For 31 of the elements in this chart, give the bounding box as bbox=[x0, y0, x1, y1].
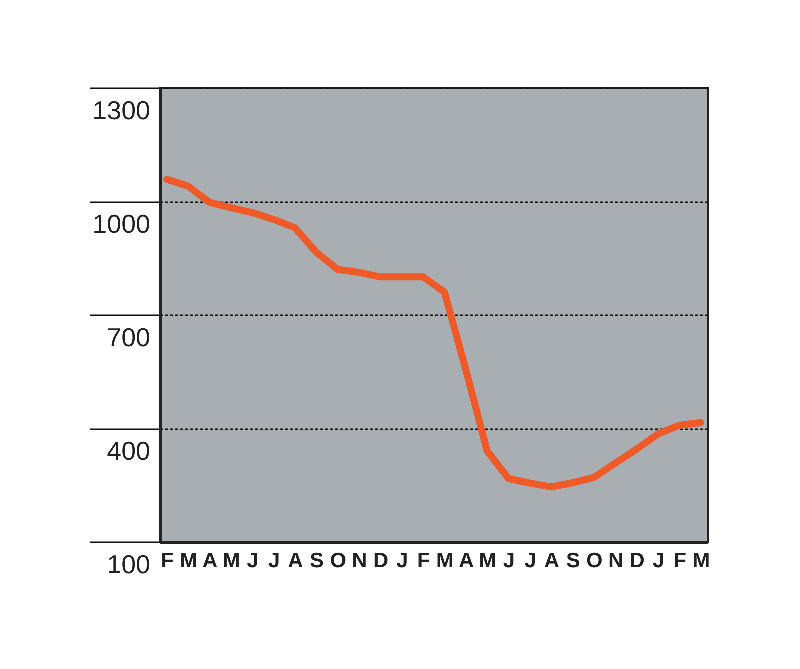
x-tick-label: M bbox=[692, 550, 710, 572]
x-tick-label: D bbox=[630, 550, 645, 572]
x-tick-label: F bbox=[161, 550, 174, 572]
x-tick-label: F bbox=[417, 550, 430, 572]
x-tick-label: S bbox=[566, 550, 580, 572]
x-tick-label: J bbox=[247, 550, 259, 572]
x-tick-label: J bbox=[503, 550, 516, 572]
x-tick-label: D bbox=[374, 550, 389, 572]
x-tick-label: J bbox=[396, 550, 408, 572]
x-tick-label: M bbox=[479, 550, 497, 572]
x-tick-label: M bbox=[436, 550, 454, 572]
x-tick-label: A bbox=[202, 550, 218, 572]
x-tick-label: F bbox=[674, 550, 687, 572]
x-tick-label: M bbox=[180, 550, 198, 572]
x-tick-label: A bbox=[458, 550, 474, 572]
y-tick-label: 1300 bbox=[92, 96, 150, 126]
x-tick-label: J bbox=[652, 550, 665, 572]
x-tick-label: S bbox=[310, 550, 324, 572]
x-tick-label: J bbox=[524, 550, 536, 572]
y-tick-label: 700 bbox=[107, 322, 150, 352]
x-tick-label: N bbox=[352, 550, 368, 572]
x-tick-label: O bbox=[330, 550, 347, 572]
x-tick-label: J bbox=[268, 550, 280, 572]
y-tick-label: 100 bbox=[107, 550, 150, 580]
x-tick-label: A bbox=[288, 550, 304, 572]
x-tick-label: N bbox=[608, 550, 624, 572]
x-tick-label: A bbox=[544, 550, 560, 572]
x-tick-label: M bbox=[222, 550, 240, 572]
y-tick-label: 1000 bbox=[92, 209, 150, 239]
y-tick-label: 400 bbox=[107, 436, 150, 466]
x-tick-label: O bbox=[586, 550, 603, 572]
